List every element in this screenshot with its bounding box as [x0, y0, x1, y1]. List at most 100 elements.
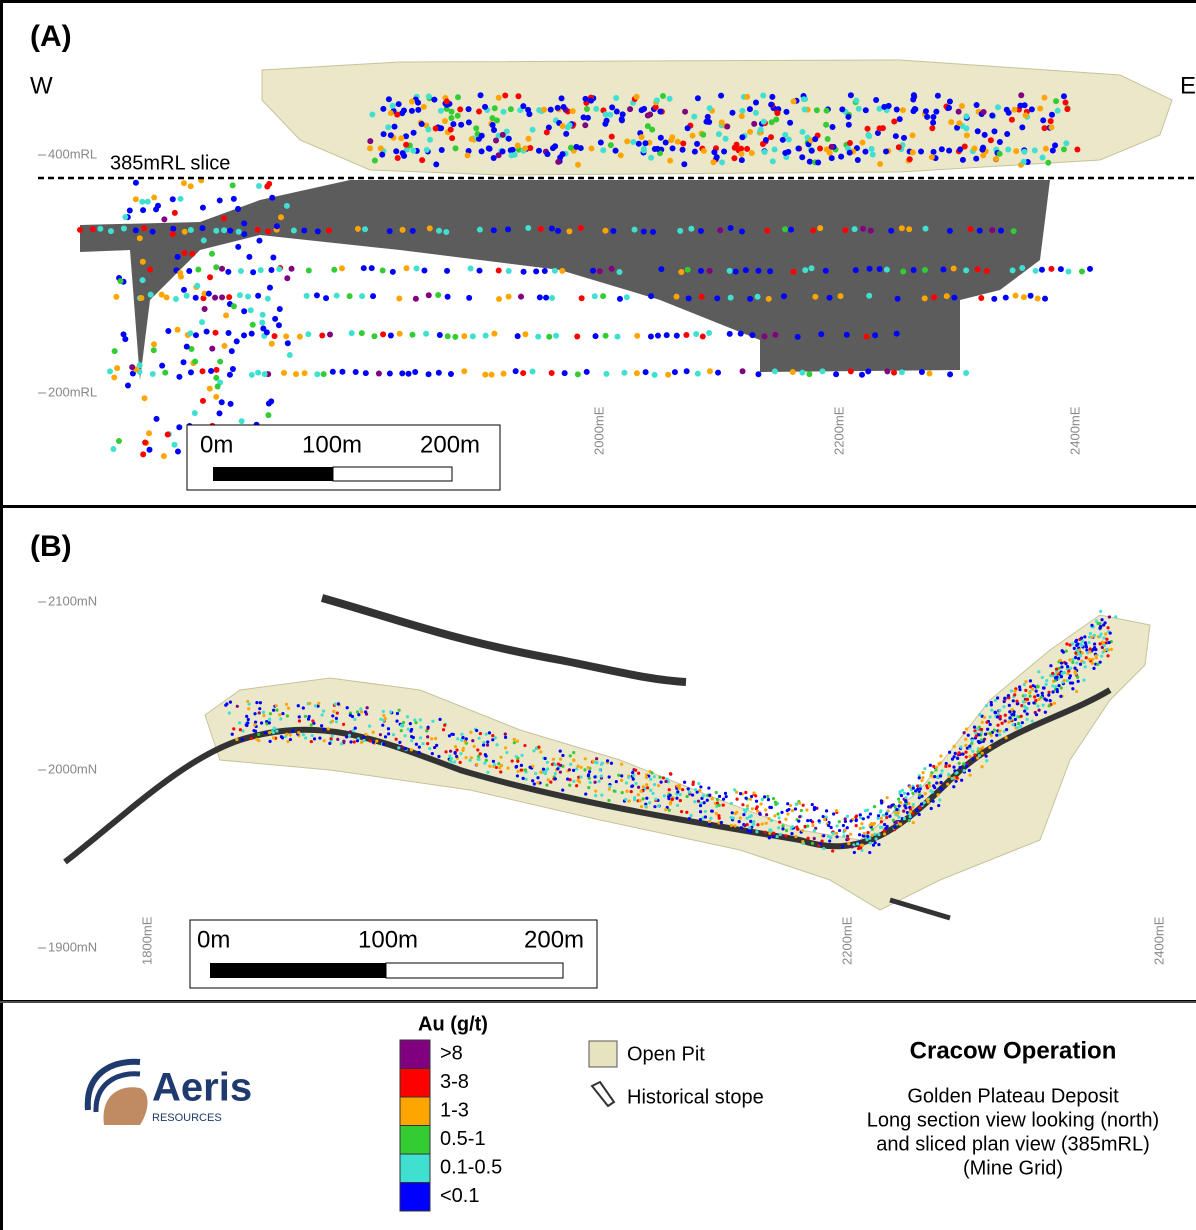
- sample: [717, 814, 721, 818]
- sample: [183, 343, 190, 350]
- sample: [892, 133, 899, 140]
- sample: [1018, 92, 1025, 99]
- sample: [305, 331, 312, 338]
- sample: [620, 762, 624, 766]
- sample: [286, 706, 291, 710]
- sample: [902, 809, 906, 813]
- sample: [638, 799, 642, 803]
- sample: [502, 92, 509, 99]
- sample: [142, 439, 149, 446]
- sample: [339, 368, 346, 375]
- sample: [789, 803, 793, 808]
- sample: [379, 717, 383, 721]
- sample: [749, 794, 754, 799]
- sample: [353, 726, 357, 730]
- sample: [348, 730, 353, 734]
- sample: [727, 294, 734, 301]
- sample: [910, 266, 917, 273]
- sample: [771, 146, 778, 153]
- sample: [507, 106, 514, 113]
- sample: [709, 816, 713, 820]
- sample: [1104, 632, 1108, 636]
- sample: [1076, 642, 1080, 646]
- sample: [956, 756, 960, 760]
- sample: [1008, 116, 1015, 123]
- sample: [930, 294, 937, 301]
- sample: [288, 733, 292, 737]
- sample: [697, 267, 704, 274]
- sample: [268, 340, 275, 347]
- sample: [1080, 651, 1084, 655]
- sample: [505, 293, 512, 300]
- sample: [435, 369, 442, 376]
- sample: [412, 369, 419, 376]
- sample: [584, 114, 591, 121]
- sample: [847, 842, 851, 846]
- sample: [415, 106, 422, 113]
- sample: [351, 728, 355, 733]
- sample: [952, 744, 956, 748]
- sample: [1037, 708, 1041, 712]
- sample: [1047, 693, 1051, 697]
- sample: [796, 827, 800, 831]
- sample: [560, 103, 567, 110]
- sample: [201, 305, 208, 312]
- sample: [771, 797, 776, 801]
- sample: [874, 130, 881, 137]
- sample: [248, 330, 255, 337]
- sample: [341, 722, 346, 726]
- sample: [653, 805, 657, 809]
- sample: [607, 775, 611, 779]
- northing-label: 2100mN: [48, 593, 97, 608]
- sample: [876, 105, 883, 112]
- sample: [400, 724, 405, 728]
- sample: [500, 370, 507, 377]
- sample: [980, 720, 984, 724]
- sample: [850, 845, 854, 849]
- sample: [1015, 726, 1020, 730]
- sample: [1003, 719, 1007, 723]
- sample: [375, 370, 382, 377]
- sample: [922, 108, 929, 115]
- sample: [225, 268, 232, 275]
- sample: [301, 733, 306, 737]
- sample: [812, 829, 816, 833]
- sample: [772, 831, 776, 835]
- sample: [329, 368, 336, 375]
- sample: [808, 147, 815, 154]
- sample: [1002, 294, 1009, 301]
- sample: [693, 800, 697, 804]
- sample: [996, 696, 1000, 700]
- sample: [639, 804, 644, 809]
- sample: [929, 125, 936, 132]
- sample: [322, 739, 326, 743]
- sample: [1078, 268, 1085, 275]
- sample: [780, 293, 787, 300]
- sample: [916, 784, 920, 788]
- sample: [158, 291, 165, 298]
- sample: [576, 778, 580, 783]
- sample: [627, 106, 634, 113]
- sample: [671, 369, 678, 376]
- sample: [1071, 657, 1075, 662]
- sample: [1102, 623, 1106, 627]
- sample: [484, 758, 488, 762]
- sample: [1013, 148, 1020, 155]
- sample: [706, 330, 713, 337]
- sample: [512, 741, 516, 745]
- sample: [710, 797, 714, 801]
- sample: [785, 136, 792, 143]
- sample: [781, 824, 785, 828]
- sample: [717, 816, 721, 820]
- sample: [229, 182, 236, 189]
- sample: [911, 820, 915, 825]
- sample: [656, 804, 661, 808]
- sample: [258, 707, 262, 711]
- sample: [852, 850, 856, 855]
- sample: [701, 794, 705, 798]
- sample: [675, 796, 679, 800]
- sample: [477, 757, 481, 762]
- logo-name: Aeris: [152, 1066, 252, 1110]
- sample: [885, 824, 889, 829]
- sample: [827, 823, 831, 828]
